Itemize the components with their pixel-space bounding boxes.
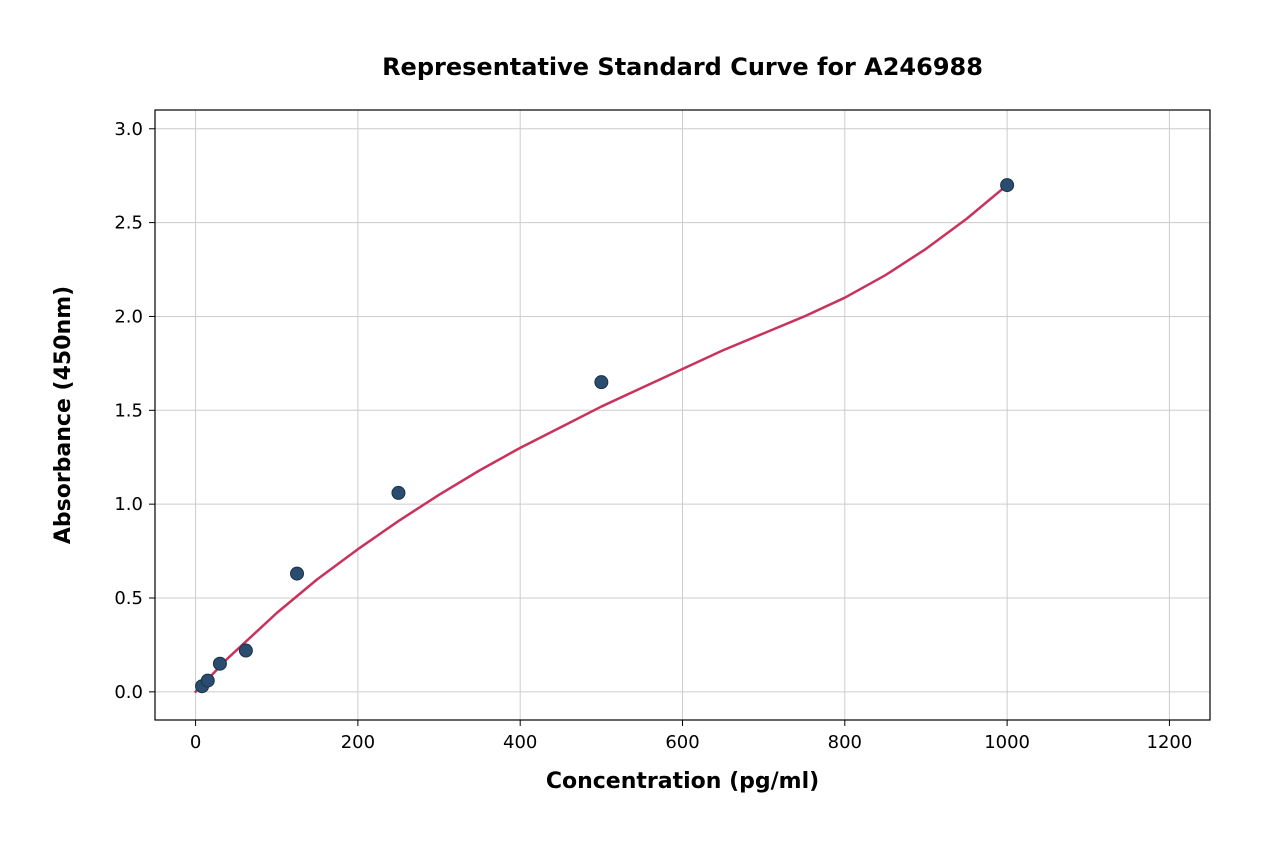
x-tick-label: 1000 [984,732,1030,753]
x-tick-label: 600 [665,732,699,753]
y-tick-label: 1.0 [114,494,143,515]
chart-title: Representative Standard Curve for A24698… [382,53,983,81]
y-tick-label: 1.5 [114,400,143,421]
data-point [1001,179,1014,192]
x-tick-label: 200 [341,732,375,753]
x-ticks: 0 200 400 600 800 1000 1200 [190,720,1192,753]
y-tick-label: 2.5 [114,213,143,234]
y-tick-label: 0.5 [114,588,143,609]
standard-curve-chart: 0 200 400 600 800 1000 1200 0.0 0.5 1.0 1.5 2.0 2.5… [0,0,1280,845]
x-axis-label: Concentration (pg/ml) [546,769,819,794]
y-ticks: 0.0 0.5 1.0 1.5 2.0 2.5 3.0 [114,119,155,703]
y-tick-label: 2.0 [114,306,143,327]
y-tick-label: 3.0 [114,119,143,140]
chart-container: 0 200 400 600 800 1000 1200 0.0 0.5 1.0 1.5 2.0 2.5… [0,0,1280,845]
data-point [201,674,214,687]
x-tick-label: 400 [503,732,537,753]
data-point [213,657,226,670]
y-tick-label: 0.0 [114,682,143,703]
x-tick-label: 800 [828,732,862,753]
data-point [239,644,252,657]
x-tick-label: 1200 [1147,732,1193,753]
y-axis-label: Absorbance (450nm) [51,286,76,544]
data-point [595,376,608,389]
data-point [291,567,304,580]
data-point [392,486,405,499]
x-tick-label: 0 [190,732,201,753]
